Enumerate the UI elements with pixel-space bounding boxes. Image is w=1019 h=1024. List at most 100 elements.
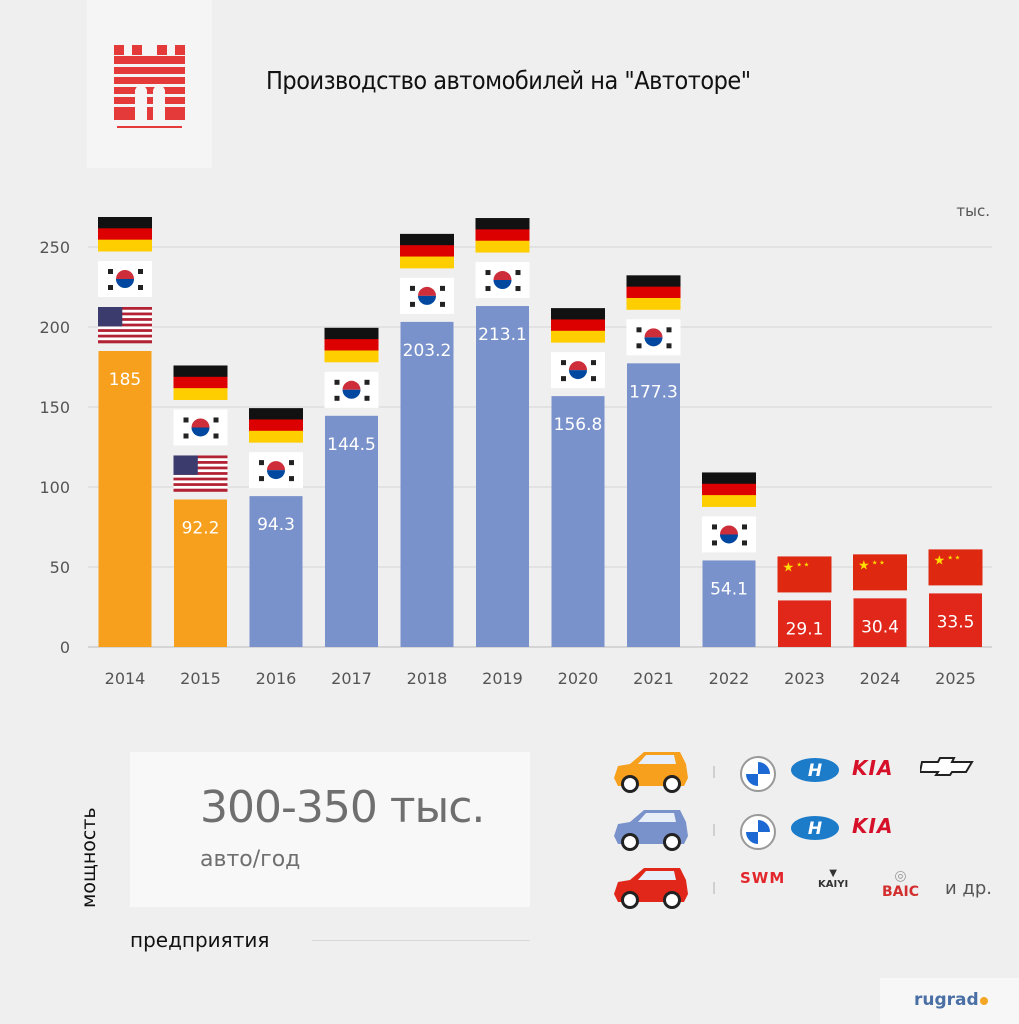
capacity-unit: авто/год <box>200 847 301 872</box>
x-tick-label: 2025 <box>935 669 976 688</box>
taeguk-blue <box>267 470 285 480</box>
trigram <box>364 395 370 401</box>
flag-stripe <box>173 488 228 492</box>
flag-stripe <box>173 469 228 473</box>
capacity-label: мощность <box>78 807 100 908</box>
flag-stripe <box>400 233 454 246</box>
flag-us-icon <box>173 455 228 492</box>
trigram <box>591 360 596 366</box>
flag-de-icon <box>173 365 228 400</box>
flag-cn-icon: ★ ★ ★ <box>777 556 832 593</box>
data-label: 92.2 <box>182 518 220 538</box>
flag-de-icon <box>551 308 605 343</box>
flag-kr-icon <box>173 409 228 446</box>
flag-kr-icon <box>551 352 605 389</box>
flag-stripe <box>98 309 152 313</box>
taeguk-red <box>342 380 361 390</box>
flag-field <box>777 556 832 593</box>
chart-title: Производство автомобилей на "Автоторе" <box>266 66 751 95</box>
trigram <box>742 524 747 530</box>
brand-logo-kia: KIA <box>852 756 894 780</box>
flag-stripe <box>551 330 605 343</box>
capacity-box: 300-350 тыс. авто/год <box>130 752 530 907</box>
flag-stripe <box>98 228 152 241</box>
flag-stripe <box>173 455 228 459</box>
flag-stripe <box>324 339 379 351</box>
flag-stripe <box>98 331 152 335</box>
divider <box>312 940 530 941</box>
trigram <box>712 540 717 546</box>
taeguk-red <box>493 271 512 281</box>
taeguk-blue <box>720 534 738 544</box>
trigram <box>561 376 566 382</box>
flag-star: ★ <box>783 560 795 575</box>
flag-stripe <box>626 275 681 288</box>
y-tick-label: 150 <box>39 398 70 417</box>
trigram <box>334 395 340 401</box>
taeguk-blue <box>342 389 361 399</box>
trigram <box>183 417 189 423</box>
y-tick-label: 100 <box>39 478 70 497</box>
flag-stripe <box>173 461 228 465</box>
separator <box>713 882 715 894</box>
legend-row <box>610 864 1010 914</box>
brand-logo-bmw <box>740 756 776 796</box>
taeguk-red <box>418 286 436 296</box>
flag-cn-icon: ★ ★ ★ <box>853 554 907 591</box>
x-tick-label: 2016 <box>256 669 297 688</box>
flag-stripe <box>400 245 454 258</box>
flag-star: ★ ★ <box>797 561 810 568</box>
bar-2015 <box>174 499 227 647</box>
brand-logo-bmw <box>740 814 776 854</box>
flag-stripe <box>400 256 454 269</box>
flag-stripe <box>98 312 152 316</box>
taeguk-red <box>191 418 210 428</box>
x-tick-label: 2017 <box>331 669 372 688</box>
flag-kr-icon <box>626 319 681 356</box>
y-tick-label: 200 <box>39 318 70 337</box>
trigram <box>289 460 294 466</box>
bar-2019 <box>476 306 529 647</box>
flag-stripe <box>324 350 379 363</box>
flag-stripe <box>324 327 379 340</box>
flag-cn-icon: ★ ★ ★ <box>928 549 983 586</box>
flag-kr-icon <box>400 277 454 314</box>
legend-row <box>610 806 1010 856</box>
x-tick-label: 2022 <box>709 669 750 688</box>
flag-field <box>853 554 907 591</box>
flag-kr-icon <box>249 452 303 489</box>
trigram <box>364 379 370 385</box>
castle-logo-icon <box>114 45 185 128</box>
flag-stripe <box>475 229 530 242</box>
brand-logo-kaiyi: ▼ KAIYI <box>818 868 849 890</box>
flag-de-icon <box>702 472 756 507</box>
data-label: 94.3 <box>257 515 295 535</box>
svg-text:H: H <box>808 819 822 839</box>
x-tick-label: 2024 <box>860 669 901 688</box>
bar-2024 <box>853 598 907 647</box>
bar-2023 <box>778 600 831 647</box>
data-label: 177.3 <box>629 382 678 402</box>
flag-stripe <box>173 466 228 470</box>
separator <box>713 824 715 836</box>
trigram <box>440 285 445 291</box>
flag-stripe <box>249 408 303 420</box>
flag-stripe <box>249 419 303 432</box>
data-label: 213.1 <box>478 325 527 345</box>
bar-2022 <box>702 560 756 647</box>
trigram <box>138 285 143 290</box>
trigram <box>138 269 143 274</box>
taeguk-red <box>267 461 285 471</box>
svg-text:H: H <box>808 761 822 781</box>
trigram <box>561 360 566 366</box>
taeguk-blue <box>191 427 210 437</box>
flag-stripe <box>551 308 605 320</box>
x-tick-label: 2015 <box>180 669 221 688</box>
trigram <box>108 269 113 274</box>
flag-canton <box>173 455 198 475</box>
taeguk-red <box>644 328 663 338</box>
flag-star: ★ ★ <box>872 559 885 566</box>
x-tick-label: 2019 <box>482 669 523 688</box>
y-tick-label: 0 <box>60 638 70 657</box>
